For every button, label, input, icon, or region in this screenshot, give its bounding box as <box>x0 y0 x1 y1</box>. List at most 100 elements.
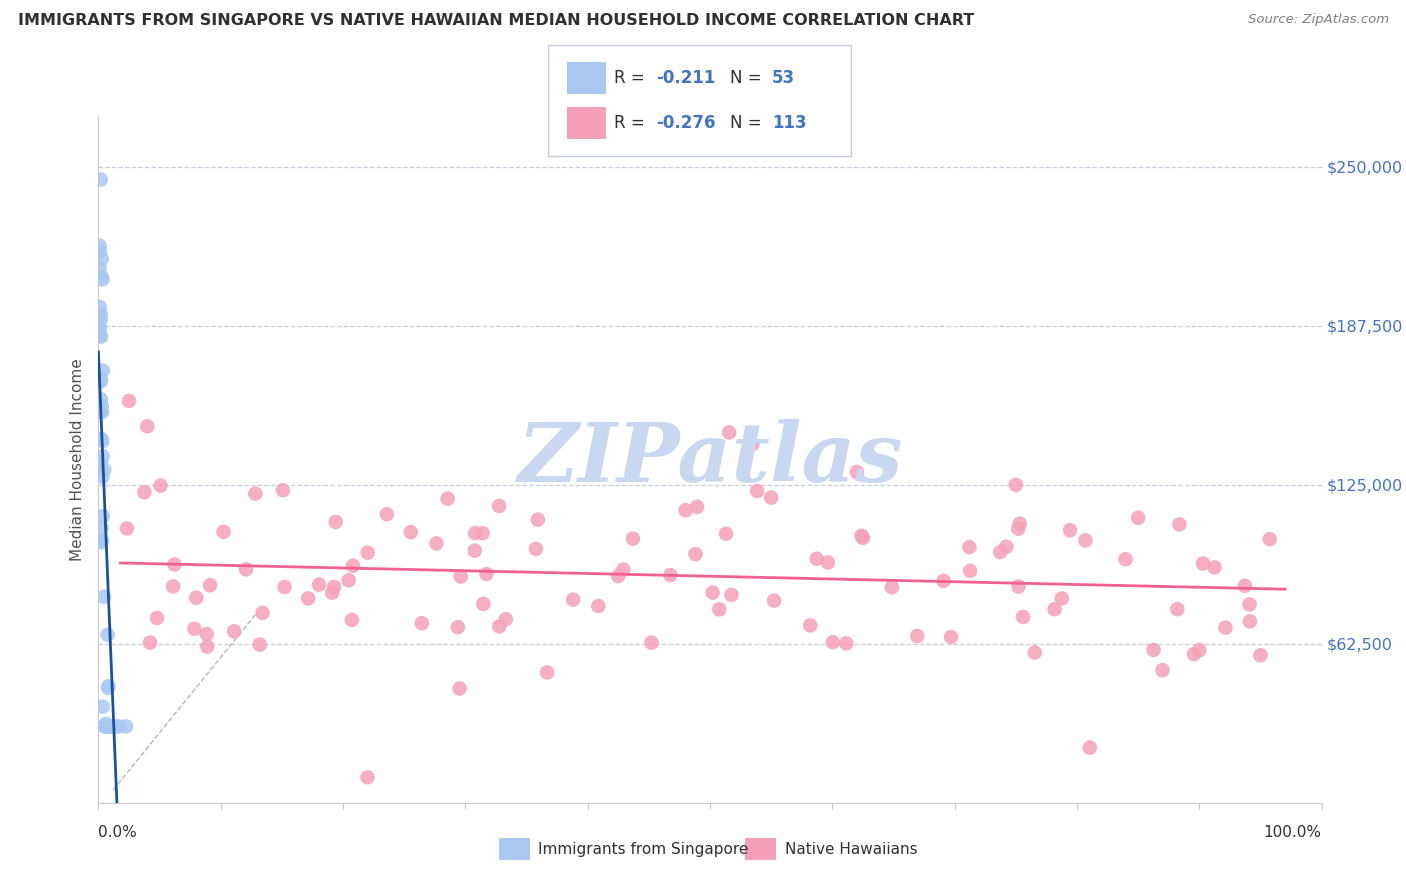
Point <box>799 618 821 632</box>
Point <box>90 312 112 326</box>
Point <box>1152 663 1174 677</box>
Point <box>198 578 221 592</box>
Point <box>806 551 828 566</box>
Point <box>115 719 138 733</box>
Point <box>375 507 398 521</box>
Point <box>852 531 875 545</box>
Point <box>96 719 118 733</box>
Point <box>495 612 517 626</box>
Point <box>89 328 111 343</box>
Point <box>118 393 141 408</box>
Point <box>90 372 112 386</box>
Point <box>702 585 724 599</box>
Point <box>249 638 271 652</box>
Point <box>271 483 294 498</box>
Point <box>273 580 295 594</box>
Point <box>1258 532 1281 546</box>
Point <box>97 681 120 695</box>
Point <box>464 526 486 541</box>
Point <box>612 562 634 576</box>
Point <box>89 260 111 275</box>
Point <box>94 719 117 733</box>
Point <box>488 619 510 633</box>
Point <box>89 404 111 418</box>
Point <box>1074 533 1097 548</box>
Point <box>90 307 112 321</box>
Point <box>675 503 697 517</box>
Point <box>1233 579 1256 593</box>
Point <box>1239 598 1261 612</box>
Point <box>323 580 346 594</box>
Point <box>89 322 111 336</box>
Point <box>321 586 343 600</box>
Point <box>905 629 928 643</box>
Point <box>90 392 112 406</box>
Point <box>1249 648 1271 663</box>
Point <box>90 521 112 535</box>
Point <box>464 543 486 558</box>
Point <box>817 556 839 570</box>
Point <box>91 405 114 419</box>
Point <box>163 558 186 572</box>
Point <box>100 719 122 733</box>
Text: 113: 113 <box>772 114 807 132</box>
Point <box>436 491 458 506</box>
Point <box>93 719 115 733</box>
Point <box>621 532 644 546</box>
Point <box>89 405 111 419</box>
Point <box>988 545 1011 559</box>
Point <box>90 269 112 284</box>
Point <box>356 770 378 784</box>
Point <box>524 541 547 556</box>
Point <box>134 485 156 500</box>
Point <box>91 363 114 377</box>
Point <box>1043 602 1066 616</box>
Point <box>183 622 205 636</box>
Point <box>475 567 498 582</box>
Point <box>718 425 741 440</box>
Text: -0.211: -0.211 <box>657 69 716 87</box>
Point <box>146 611 169 625</box>
Point <box>995 540 1018 554</box>
Point <box>325 515 347 529</box>
Text: ZIPatlas: ZIPatlas <box>517 419 903 500</box>
Text: 0.0%: 0.0% <box>98 825 138 840</box>
Point <box>89 300 111 314</box>
Point <box>91 449 114 463</box>
Point <box>97 628 120 642</box>
Point <box>90 456 112 470</box>
Point <box>108 719 131 733</box>
Point <box>195 627 218 641</box>
Point <box>98 719 121 733</box>
Point <box>562 592 585 607</box>
Point <box>89 328 111 343</box>
Point <box>357 546 380 560</box>
Point <box>845 465 868 479</box>
Point <box>932 574 955 588</box>
Point <box>1204 560 1226 574</box>
Point <box>1050 591 1073 606</box>
Point <box>186 591 208 605</box>
Point <box>90 252 112 266</box>
Point <box>162 579 184 593</box>
Point <box>640 635 662 649</box>
Point <box>851 529 873 543</box>
Point <box>1008 516 1031 531</box>
Point <box>450 569 472 583</box>
Point <box>297 591 319 606</box>
Point <box>224 624 246 639</box>
Point <box>607 569 630 583</box>
Point <box>212 524 235 539</box>
Point <box>90 399 112 413</box>
Point <box>139 635 162 649</box>
Point <box>411 616 433 631</box>
Point <box>1007 522 1029 536</box>
Point <box>90 403 112 417</box>
Point <box>1168 517 1191 532</box>
Point <box>761 491 783 505</box>
Point <box>1166 602 1188 616</box>
Point <box>588 599 610 613</box>
Point <box>399 525 422 540</box>
Text: IMMIGRANTS FROM SINGAPORE VS NATIVE HAWAIIAN MEDIAN HOUSEHOLD INCOME CORRELATION: IMMIGRANTS FROM SINGAPORE VS NATIVE HAWA… <box>18 13 974 29</box>
Point <box>91 434 114 448</box>
